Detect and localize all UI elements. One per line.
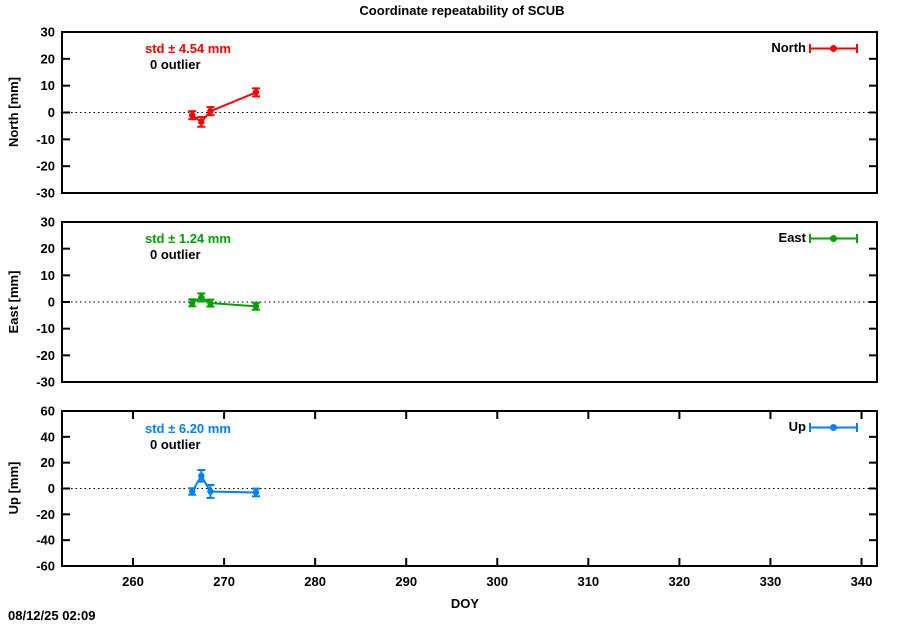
- x-tick-label: 300: [486, 574, 508, 589]
- north-data-point: [198, 118, 205, 126]
- x-tick-label: 320: [669, 574, 691, 589]
- east-data-point: [252, 303, 260, 310]
- outlier-annotation-up: 0 outlier: [150, 437, 201, 452]
- y-tick-label: 60: [41, 404, 55, 419]
- y-tick-label: 40: [41, 429, 55, 444]
- y-axis-label-north: North [mm]: [6, 76, 21, 148]
- up-data-point: [207, 488, 214, 495]
- up-data-point: [189, 488, 196, 495]
- y-tick-label: 30: [41, 25, 55, 40]
- std-annotation-up: std ± 6.20 mm: [145, 421, 231, 436]
- x-tick-label: 270: [213, 574, 235, 589]
- north-data-point: [207, 107, 214, 115]
- y-axis-label-east: East [mm]: [6, 270, 21, 334]
- y-tick-label: 0: [48, 481, 55, 496]
- y-tick-label: 0: [48, 105, 55, 120]
- legend-sample-point: [830, 424, 837, 431]
- y-tick-label: 10: [41, 268, 55, 283]
- x-tick-label: 290: [395, 574, 417, 589]
- y-tick-label: 20: [41, 51, 55, 66]
- up-series-line: [191, 473, 256, 494]
- x-tick-label: 310: [577, 574, 599, 589]
- legend-label-up: Up: [788, 419, 806, 434]
- panel-border-up: [61, 410, 878, 567]
- north-data-point: [189, 111, 196, 119]
- x-tick-label: 330: [760, 574, 782, 589]
- chart-title: Coordinate repeatability of SCUB: [359, 3, 565, 18]
- x-tick-label: 340: [851, 574, 873, 589]
- y-tick-label: -30: [36, 186, 55, 201]
- y-tick-label: -60: [36, 559, 55, 574]
- outlier-annotation-north: 0 outlier: [150, 57, 201, 72]
- y-tick-label: 0: [48, 295, 55, 310]
- std-annotation-east: std ± 1.24 mm: [145, 231, 231, 246]
- east-data-point: [207, 299, 214, 307]
- up-data-point: [252, 489, 260, 496]
- legend-label-east: East: [778, 230, 806, 245]
- outlier-annotation-east: 0 outlier: [150, 247, 201, 262]
- y-axis-label-up: Up [mm]: [6, 461, 21, 515]
- std-annotation-north: std ± 4.54 mm: [145, 41, 231, 56]
- y-tick-label: -10: [36, 132, 55, 147]
- x-axis-label: DOY: [450, 596, 480, 611]
- y-tick-label: 20: [41, 241, 55, 256]
- east-series-line: [191, 296, 257, 308]
- x-tick-label: 260: [122, 574, 144, 589]
- plot-timestamp: 08/12/25 02:09: [8, 608, 96, 623]
- x-tick-label: 280: [304, 574, 326, 589]
- east-data-point: [198, 294, 205, 301]
- y-tick-label: -20: [36, 159, 55, 174]
- panel-border-east: [61, 221, 878, 383]
- north-data-point: [252, 89, 260, 96]
- legend-sample-point: [830, 45, 837, 52]
- up-data-point: [198, 472, 205, 480]
- y-tick-label: -10: [36, 321, 55, 336]
- y-tick-label: 10: [41, 78, 55, 93]
- y-tick-label: -30: [36, 375, 55, 390]
- y-tick-label: -40: [36, 533, 55, 548]
- y-tick-label: -20: [36, 507, 55, 522]
- legend-label-north: North: [771, 40, 806, 55]
- east-data-point: [189, 299, 196, 306]
- north-series-line: [191, 91, 257, 124]
- legend-sample-point: [830, 235, 837, 242]
- y-tick-label: 30: [41, 215, 55, 230]
- y-tick-label: 20: [41, 455, 55, 470]
- panel-border-north: [61, 31, 878, 194]
- y-tick-label: -20: [36, 348, 55, 363]
